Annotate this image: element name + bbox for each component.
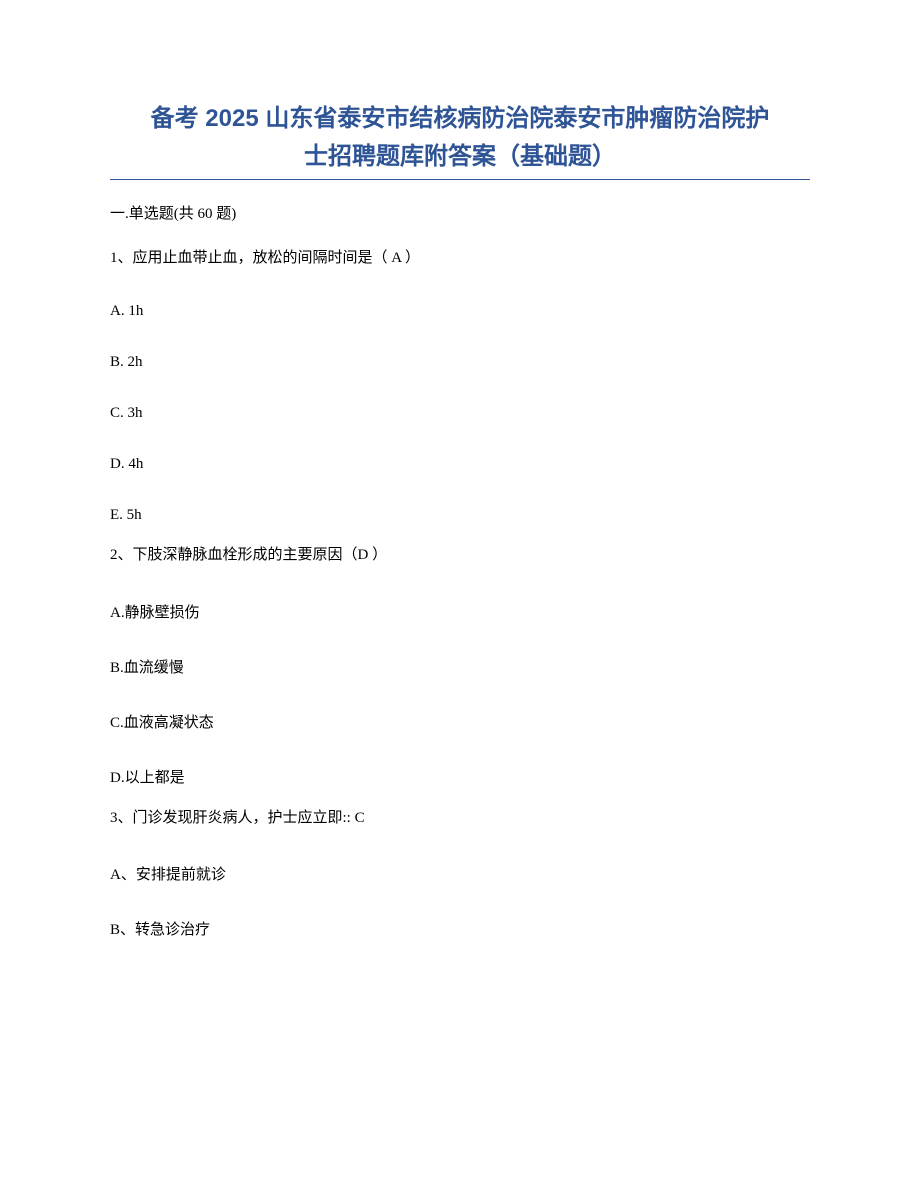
question-option: A. 1h [110,303,810,320]
section-heading: 一.单选题(共 60 题) [110,202,810,223]
question-option: A.静脉壁损伤 [110,601,810,622]
question-stem: 1、应用止血带止血，放松的间隔时间是（ A ） [110,247,810,270]
title-line-2: 士招聘题库附答案（基础题） [110,138,810,176]
question-option: B、转急诊治疗 [110,918,810,939]
title-line-1: 备考 2025 山东省泰安市结核病防治院泰安市肿瘤防治院护 [110,100,810,138]
question-option: E. 5h [110,507,810,524]
question-option: C.血液高凝状态 [110,711,810,732]
question-option: A、安排提前就诊 [110,863,810,884]
title-underline [110,179,810,180]
question-stem: 3、门诊发现肝炎病人，护士应立即:: C [110,807,810,830]
page-title: 备考 2025 山东省泰安市结核病防治院泰安市肿瘤防治院护 士招聘题库附答案（基… [110,100,810,177]
question-option: C. 3h [110,405,810,422]
question-option: B.血流缓慢 [110,656,810,677]
question-option: D.以上都是 [110,766,810,787]
question-stem: 2、下肢深静脉血栓形成的主要原因（D ） [110,544,810,567]
question-option: B. 2h [110,354,810,371]
question-option: D. 4h [110,456,810,473]
